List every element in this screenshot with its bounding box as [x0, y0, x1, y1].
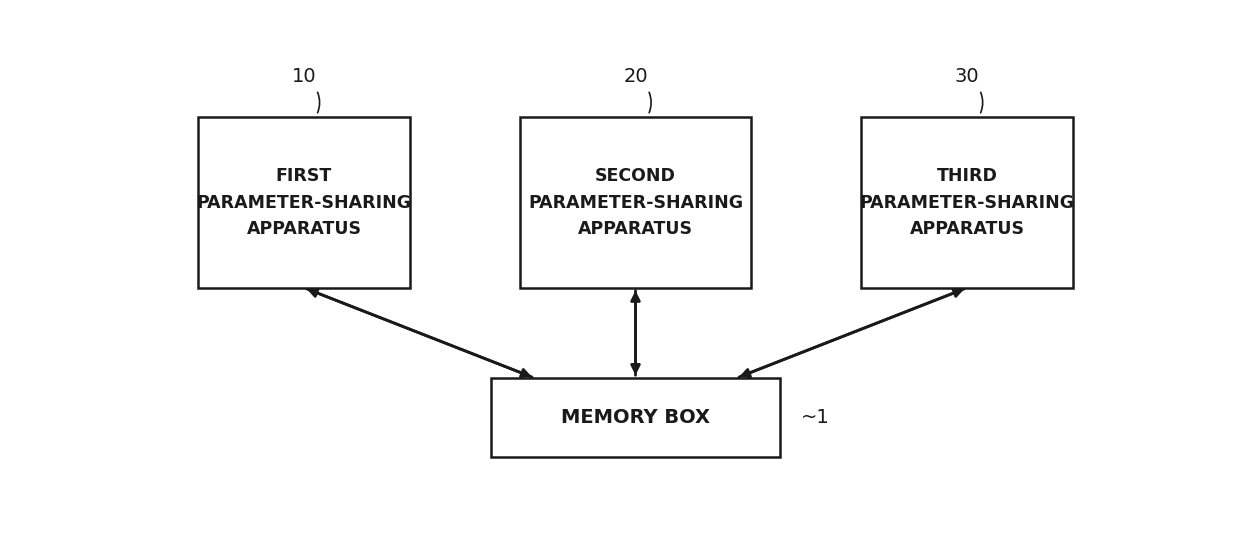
Text: 30: 30 — [955, 66, 980, 86]
Text: SECOND
PARAMETER-SHARING
APPARATUS: SECOND PARAMETER-SHARING APPARATUS — [528, 167, 743, 238]
FancyBboxPatch shape — [521, 117, 751, 288]
Text: THIRD
PARAMETER-SHARING
APPARATUS: THIRD PARAMETER-SHARING APPARATUS — [859, 167, 1075, 238]
FancyBboxPatch shape — [198, 117, 409, 288]
FancyBboxPatch shape — [491, 378, 780, 457]
FancyBboxPatch shape — [862, 117, 1073, 288]
Text: 10: 10 — [291, 66, 316, 86]
Text: ~1: ~1 — [801, 408, 830, 427]
Text: MEMORY BOX: MEMORY BOX — [560, 408, 711, 427]
Text: FIRST
PARAMETER-SHARING
APPARATUS: FIRST PARAMETER-SHARING APPARATUS — [196, 167, 412, 238]
Text: 20: 20 — [624, 66, 647, 86]
